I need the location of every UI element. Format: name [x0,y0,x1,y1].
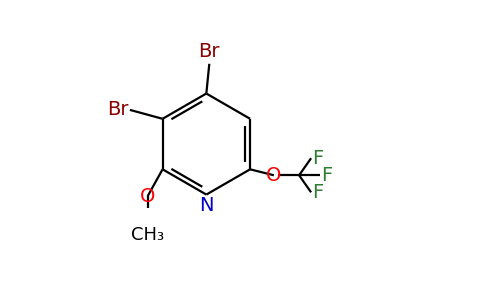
Text: Br: Br [107,100,128,119]
Text: CH₃: CH₃ [131,226,164,244]
Text: F: F [321,166,333,185]
Text: F: F [313,183,324,202]
Text: Br: Br [198,42,220,61]
Text: F: F [313,149,324,168]
Text: O: O [266,166,282,185]
Text: O: O [140,187,155,206]
Text: N: N [199,196,213,215]
